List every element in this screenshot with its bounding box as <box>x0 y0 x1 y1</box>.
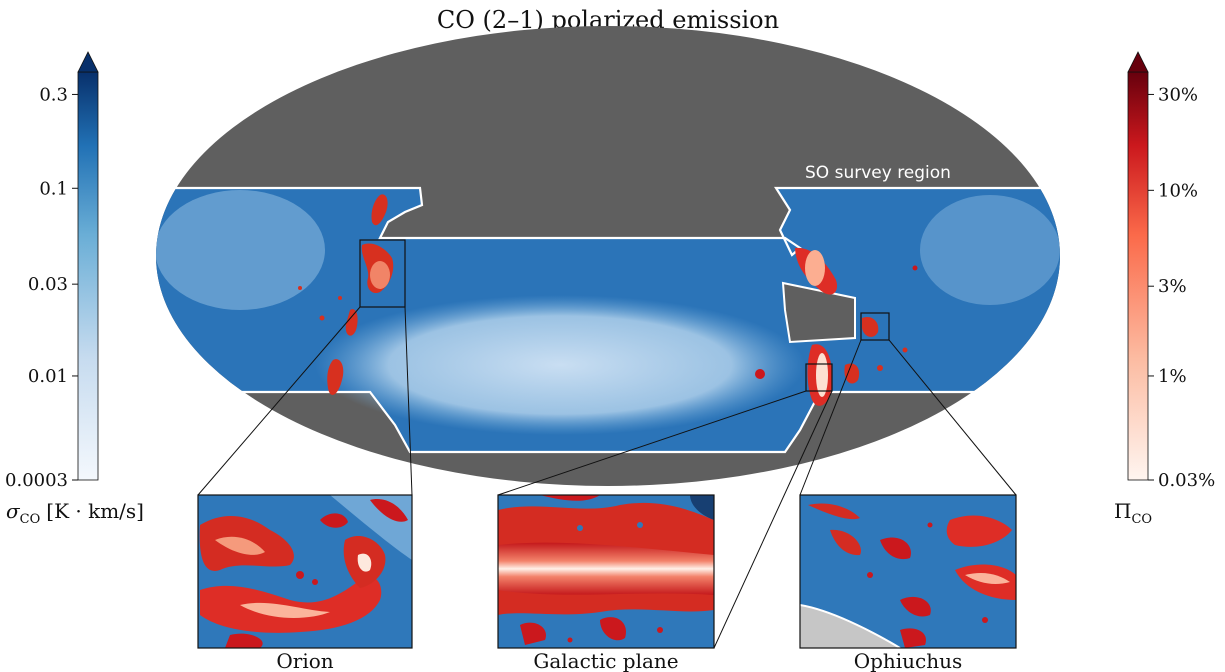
colorbar-pi-label: ΠCO <box>1114 499 1152 527</box>
colorbar-sigma-extend <box>77 51 99 73</box>
survey-region-label: SO survey region <box>805 163 951 183</box>
inset-label-ophiuchus: Ophiuchus <box>854 649 963 672</box>
masked-notch <box>781 281 856 344</box>
sky-map: SO survey region <box>150 26 1070 486</box>
colorbar-sigma-tick-label: 0.1 <box>39 178 68 199</box>
inset-ophiuchus <box>799 494 1017 649</box>
inset-orion <box>197 494 413 649</box>
colorbar-sigma: 0.0003 0.01 0.03 0.1 0.3 σCO [K · km/s] <box>5 51 144 527</box>
colorbar-pi: 0.03% 1% 3% 10% 30% ΠCO <box>1114 51 1215 527</box>
colorbar-sigma-tick-label: 0.3 <box>39 84 68 105</box>
inset-label-orion: Orion <box>276 649 333 672</box>
colorbar-sigma-tick-label: 0.0003 <box>5 470 68 491</box>
colorbar-pi-tick-label: 10% <box>1158 180 1198 201</box>
colorbar-pi-bar <box>1127 71 1149 481</box>
colorbar-pi-tick-label: 0.03% <box>1158 470 1215 491</box>
emission-orion <box>298 194 394 395</box>
inset-galactic-plane <box>497 494 715 649</box>
inset-connectors <box>197 306 1017 649</box>
colorbar-pi-tick-label: 30% <box>1158 84 1198 105</box>
colorbar-pi-extend <box>1127 51 1149 73</box>
inset-box-ophiuchus <box>860 312 890 341</box>
inset-label-galactic-plane: Galactic plane <box>533 649 678 672</box>
inset-box-orion <box>359 239 406 308</box>
inset-box-galactic-plane <box>805 363 833 392</box>
low-noise-east <box>920 195 1060 305</box>
colorbar-sigma-bar <box>77 71 99 481</box>
low-noise-band <box>315 295 805 435</box>
colorbar-sigma-tick-label: 0.03 <box>28 274 68 295</box>
colorbar-sigma-label: σCO [K · km/s] <box>6 499 144 527</box>
colorbar-pi-tick-label: 3% <box>1158 276 1187 297</box>
low-noise-west <box>156 190 325 310</box>
emission-ophiuchus <box>844 316 908 384</box>
colorbar-sigma-tick-label: 0.01 <box>28 366 68 387</box>
colorbar-pi-tick-label: 1% <box>1158 366 1187 387</box>
